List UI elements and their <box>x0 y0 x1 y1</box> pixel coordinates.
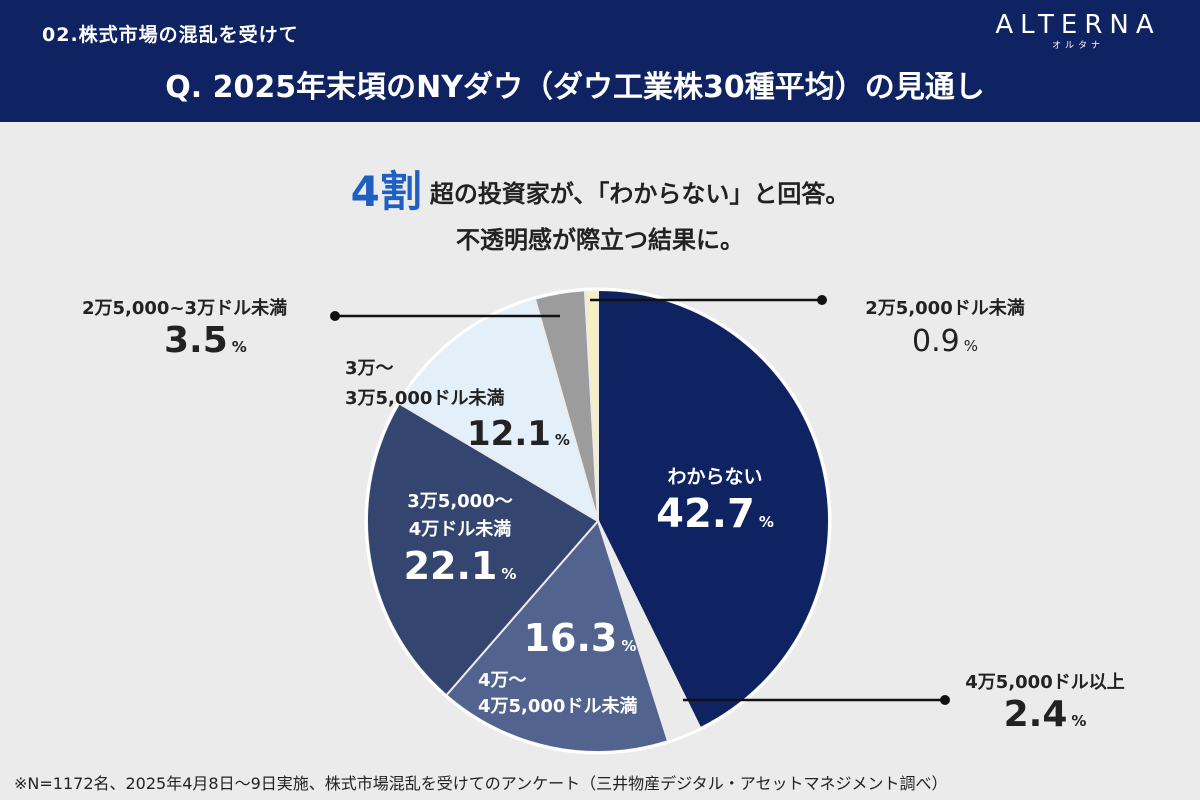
logo-text: ALTERNA <box>995 10 1161 40</box>
label-30k-35k-name-1: 3万～ <box>345 358 394 379</box>
label-30k-35k-value: 12.1% <box>467 414 570 454</box>
label-40k-45k-name: 4万～ 4万5,000ドル未満 <box>478 670 638 717</box>
headline-highlight: 4割 <box>350 167 422 216</box>
page-title: Q. 2025年末頃のNYダウ（ダウ工業株30種平均）の見通し <box>165 70 985 105</box>
label-35k-40k-name-2: 4万ドル未満 <box>408 519 512 540</box>
section-subtitle: 02.株式市場の混乱を受けて <box>42 24 299 46</box>
header-bar: 02.株式市場の混乱を受けて Q. 2025年末頃のNYダウ（ダウ工業株30種平… <box>0 0 1200 122</box>
footnote: ※N=1172名、2025年4月8日〜9日実施、株式市場混乱を受けてのアンケート… <box>14 774 948 793</box>
label-35k-40k-name-1: 3万5,000～ <box>407 491 513 512</box>
headline-line2: 不透明感が際立つ結果に。 <box>456 226 744 254</box>
label-35k-40k-value: 22.1% <box>403 544 517 588</box>
leader-25k-30k-dot <box>330 311 340 321</box>
label-30k-35k-name-2: 3万5,000ドル未満 <box>345 388 505 409</box>
label-35k-40k: 3万5,000～ 4万ドル未満 22.1% <box>380 488 540 588</box>
label-45k-plus: 4万5,000ドル以上 2.4% <box>930 668 1160 735</box>
label-under-25k-name: 2万5,000ドル未満 <box>865 298 1025 319</box>
label-45k-plus-name: 4万5,000ドル以上 <box>965 672 1125 693</box>
leader-under-25k-dot <box>817 295 827 305</box>
leader-45k-plus-dot <box>940 695 950 705</box>
headline: 4割 超の投資家が、「わからない」と回答。 <box>0 158 1200 219</box>
label-40k-45k-value: 16.3% <box>523 616 637 660</box>
label-unknown-value: 42.7% <box>656 491 774 537</box>
headline-line1: 超の投資家が、「わからない」と回答。 <box>429 180 850 208</box>
pie-outline <box>364 287 832 755</box>
label-under-25k-value: 0.9% <box>912 324 978 359</box>
label-25k-30k-value: 3.5% <box>164 320 247 361</box>
label-45k-plus-value: 2.4% <box>1003 694 1087 735</box>
label-25k-30k: 2万5,000~3万ドル未満 3.5% <box>82 294 332 361</box>
label-unknown-name: わからない <box>667 466 763 488</box>
brand-logo: ALTERNA オルタナ <box>978 10 1178 51</box>
label-unknown: わからない 42.7% <box>635 462 795 537</box>
label-25k-30k-name: 2万5,000~3万ドル未満 <box>82 298 288 319</box>
label-30k-35k: 3万～ 3万5,000ドル未満 12.1% <box>345 354 570 454</box>
label-under-25k: 2万5,000ドル未満 0.9% <box>835 294 1055 359</box>
logo-subtext: オルタナ <box>1051 41 1104 51</box>
